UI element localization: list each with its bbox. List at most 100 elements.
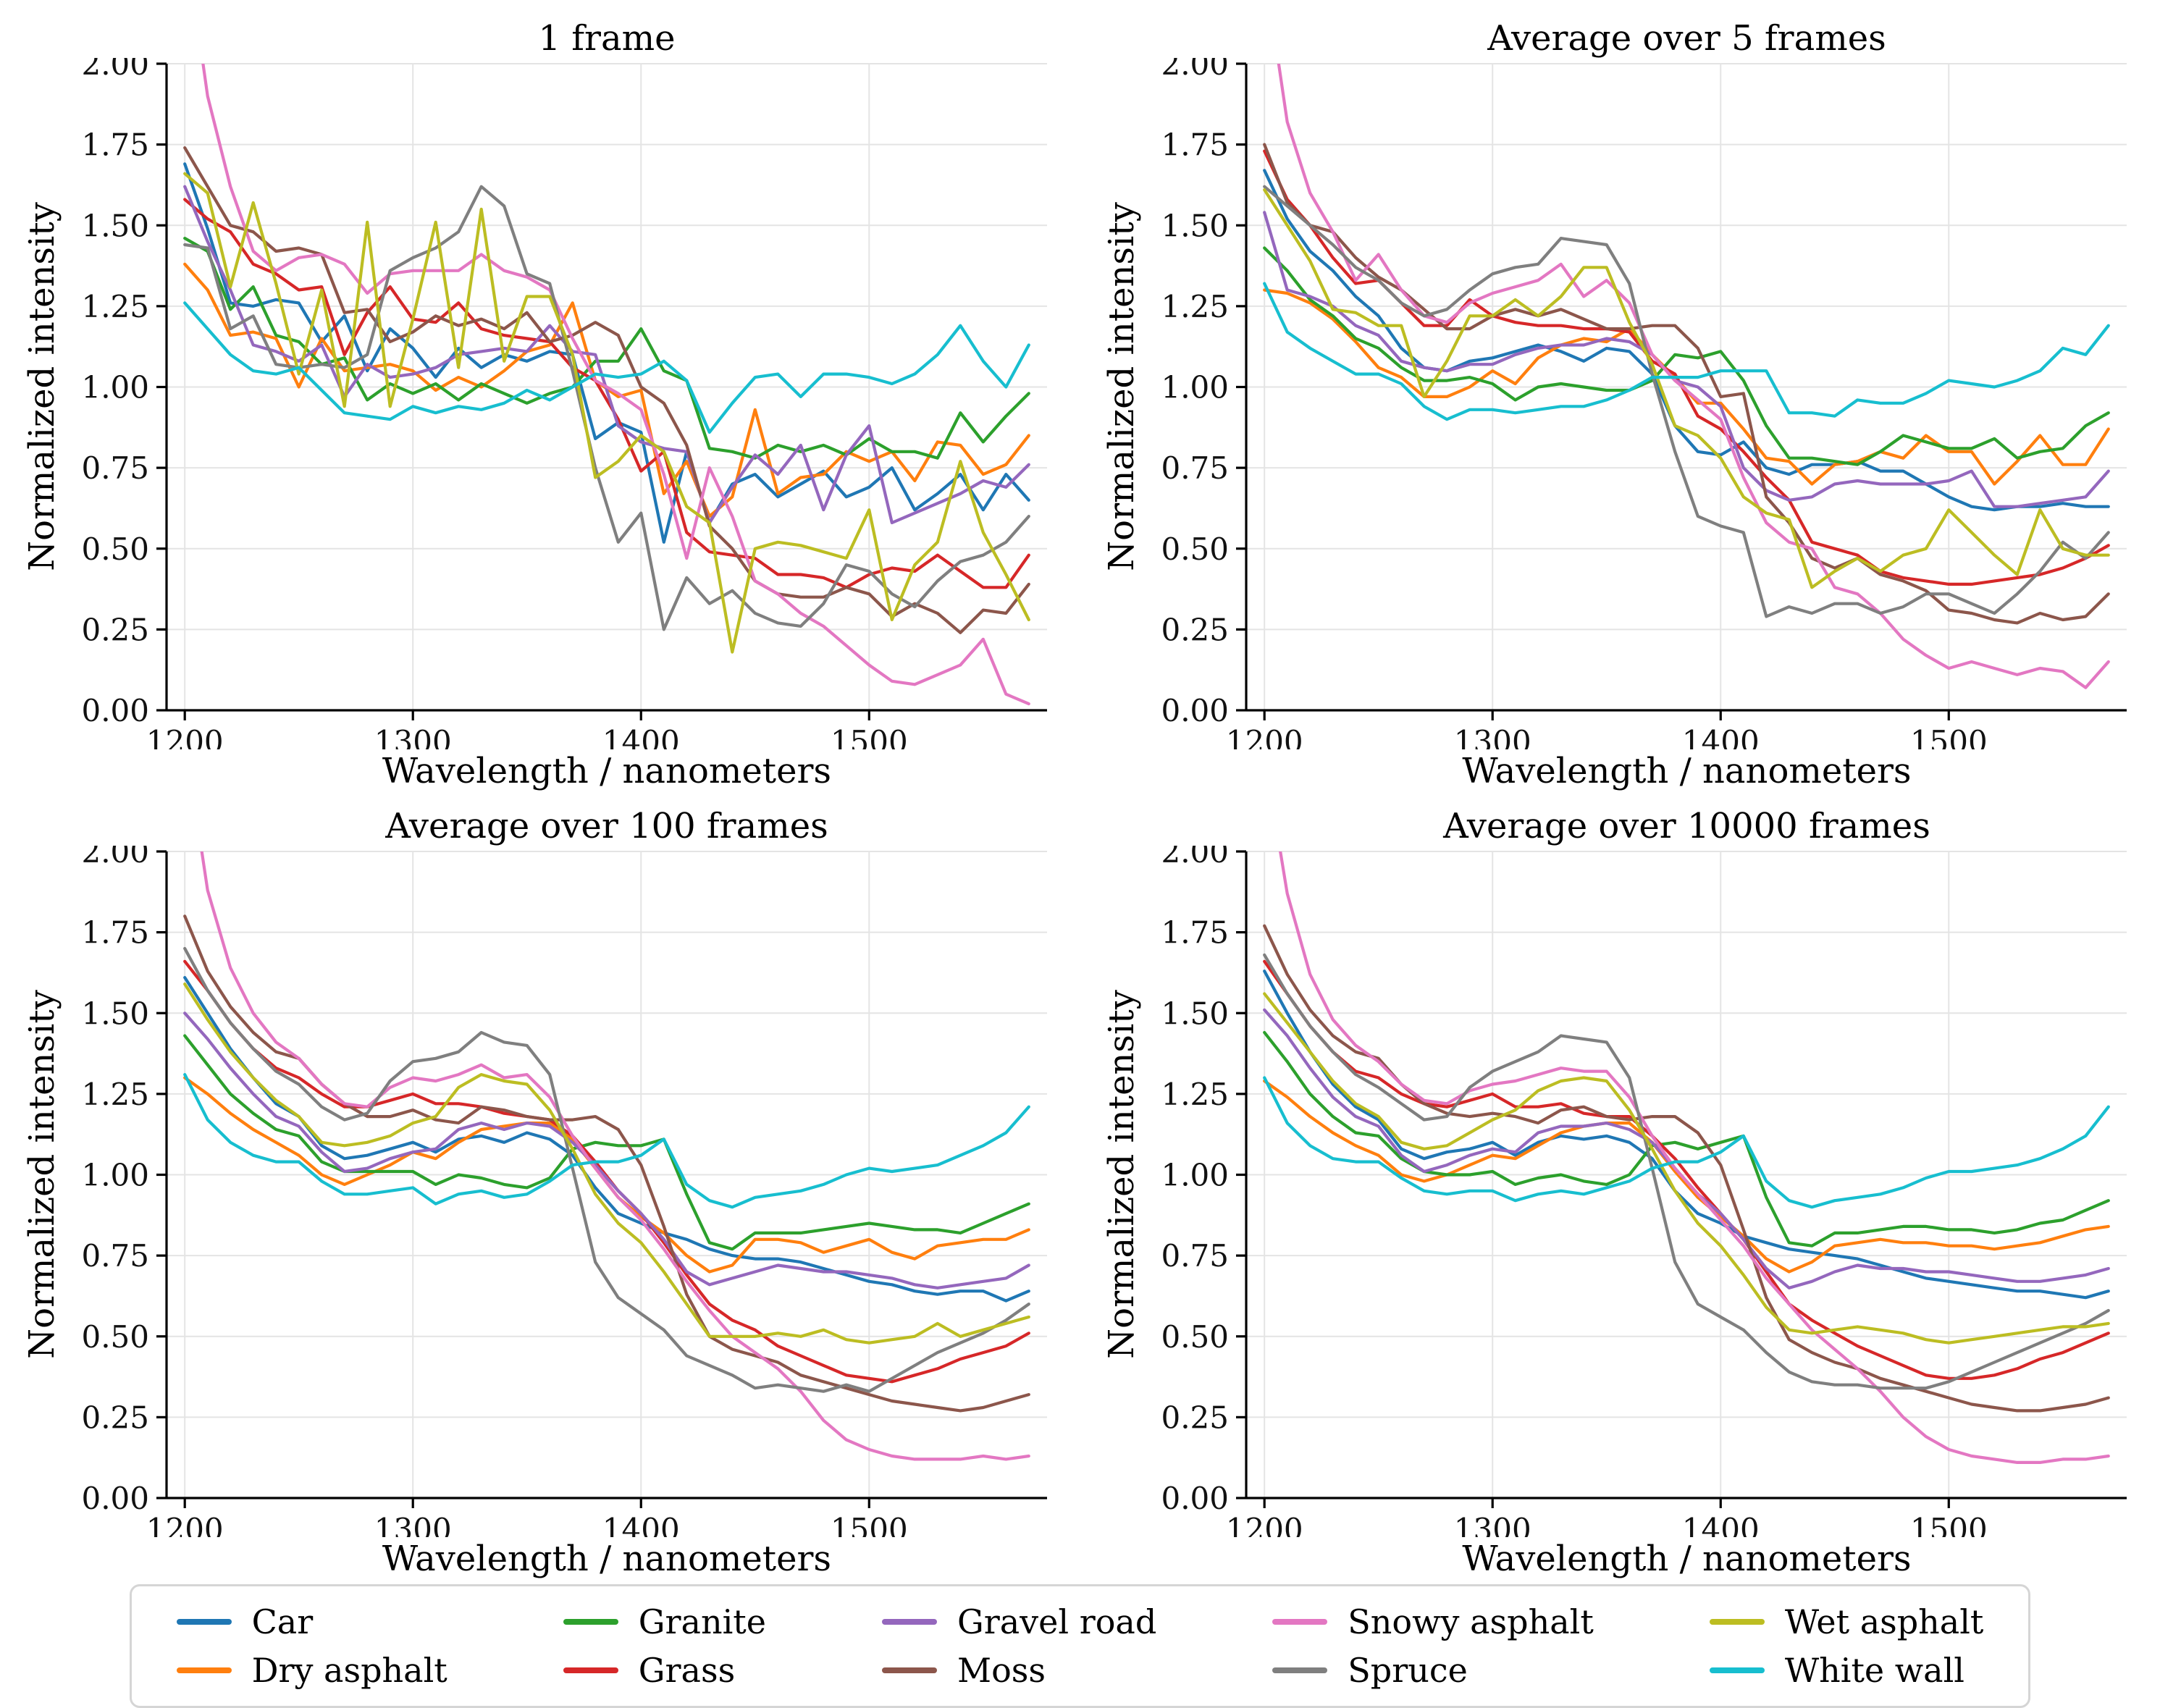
x-axis-label: Wavelength / nanometers: [1462, 751, 1912, 791]
y-tick-label: 0.50: [81, 531, 149, 567]
line-white-wall: [183, 301, 1030, 434]
line-granite: [183, 1034, 1030, 1251]
line-dry-asphalt: [1263, 1079, 2110, 1274]
line-granite: [183, 237, 1030, 460]
y-tick-label: 1.50: [81, 996, 149, 1031]
y-tick-label: 0.75: [1161, 1238, 1229, 1274]
line-spruce: [183, 946, 1030, 1393]
line-car: [1263, 169, 2110, 512]
chart-canvas-1-frame: 0.00 0.25 0.50 0.75 1.00 1.25 1.50 1.75 2.00 1200…: [81, 58, 1047, 749]
tick-labels: 0.00 0.25 0.50 0.75 1.00 1.25 1.50 1.75 2.00 1200…: [81, 58, 907, 749]
legend-line-swatch: [1272, 1619, 1328, 1625]
line-snowy-asphalt: [201, 64, 1030, 706]
y-axis-label: Normalized intensity: [22, 202, 62, 571]
legend-label: Wet asphalt: [1784, 1602, 1984, 1641]
legend-item: Gravel road: [882, 1604, 1156, 1641]
chart-canvas-avg-5-frames: 0.00 0.25 0.50 0.75 1.00 1.25 1.50 1.75 2.00 1200…: [1161, 58, 2127, 749]
x-tick-label: 1500: [1910, 724, 1988, 749]
y-tick-label: 1.75: [1161, 915, 1229, 951]
line-grass: [183, 198, 1030, 589]
axes: [1236, 62, 2127, 720]
line-wet-asphalt: [1263, 992, 2110, 1345]
tick-labels: 0.00 0.25 0.50 0.75 1.00 1.25 1.50 1.75 2.00 1200…: [81, 846, 907, 1537]
y-tick-label: 1.00: [1161, 1158, 1229, 1193]
line-gravel-road: [1263, 211, 2110, 508]
axes: [156, 62, 1047, 720]
legend-label: White wall: [1784, 1650, 1964, 1690]
y-tick-label: 0.00: [81, 693, 149, 728]
x-tick-label: 1500: [831, 724, 908, 749]
legend-item: Wet asphalt: [1709, 1602, 1984, 1641]
y-tick-label: 0.50: [1161, 1319, 1229, 1355]
legend-line-swatch: [1709, 1667, 1765, 1673]
legend-line-swatch: [882, 1667, 938, 1673]
y-tick-label: 0.75: [1161, 450, 1229, 486]
x-tick-label: 1200: [1226, 1512, 1303, 1537]
legend-line-swatch: [1272, 1667, 1328, 1673]
x-tick-label: 1300: [1454, 724, 1531, 749]
legend-line-swatch: [1709, 1619, 1765, 1625]
y-tick-label: 0.75: [81, 1238, 149, 1274]
y-axis-label: Normalized intensity: [1101, 990, 1142, 1359]
legend-label: Spruce: [1348, 1650, 1468, 1690]
legend-label: Car: [251, 1602, 314, 1641]
legend-label: Grass: [638, 1650, 736, 1690]
x-tick-label: 1500: [831, 1512, 908, 1537]
line-wet-asphalt: [1263, 188, 2110, 589]
legend-label: Dry asphalt: [251, 1650, 447, 1690]
tick-labels: 0.00 0.25 0.50 0.75 1.00 1.25 1.50 1.75 2.00 1200…: [1161, 846, 1987, 1537]
x-axis-label: Wavelength / nanometers: [382, 1539, 832, 1579]
y-tick-label: 2.00: [1161, 58, 1229, 82]
y-tick-label: 0.25: [1161, 612, 1229, 647]
x-tick-label: 1200: [146, 1512, 224, 1537]
x-tick-label: 1400: [602, 1512, 680, 1537]
subplot-title: 1 frame: [538, 18, 676, 59]
line-snowy-asphalt: [200, 851, 1030, 1461]
y-tick-label: 1.50: [1161, 996, 1229, 1031]
y-tick-label: 1.75: [81, 915, 149, 951]
subplot-avg-100-frames: Average over 100 frames Normalized inten…: [0, 804, 1080, 1586]
legend-line-swatch: [563, 1619, 618, 1625]
y-tick-label: 1.75: [81, 127, 149, 163]
y-tick-label: 0.50: [81, 1319, 149, 1355]
y-tick-label: 1.75: [1161, 127, 1229, 163]
line-spruce: [1263, 185, 2110, 618]
x-tick-label: 1500: [1910, 1512, 1988, 1537]
axes: [1236, 850, 2127, 1508]
line-white-wall: [1263, 282, 2110, 421]
chart-canvas-avg-10000-frames: 0.00 0.25 0.50 0.75 1.00 1.25 1.50 1.75 2.00 1200…: [1161, 846, 2127, 1537]
legend-item: Moss: [882, 1652, 1156, 1689]
y-tick-label: 1.25: [1161, 289, 1229, 324]
y-tick-label: 0.00: [81, 1481, 149, 1516]
y-tick-label: 0.25: [1161, 1400, 1229, 1435]
tick-labels: 0.00 0.25 0.50 0.75 1.00 1.25 1.50 1.75 2.00 1200…: [1161, 58, 1987, 749]
legend-line-swatch: [882, 1619, 938, 1625]
line-wet-asphalt: [183, 983, 1030, 1345]
x-axis-label: Wavelength / nanometers: [382, 751, 832, 791]
legend-item: White wall: [1709, 1650, 1984, 1690]
y-tick-label: 0.50: [1161, 531, 1229, 567]
legend-label: Gravel road: [957, 1602, 1157, 1641]
line-gravel-road: [183, 1011, 1030, 1290]
line-moss: [183, 146, 1030, 634]
y-tick-label: 1.25: [1161, 1077, 1229, 1112]
y-tick-label: 1.00: [1161, 370, 1229, 405]
subplot-avg-10000-frames: Average over 10000 frames Normalized int…: [1080, 804, 2160, 1586]
legend-item: Granite: [563, 1604, 766, 1641]
y-tick-label: 2.00: [81, 58, 149, 82]
legend-item: Dry asphalt: [176, 1650, 447, 1690]
line-car: [183, 162, 1030, 544]
y-tick-label: 2.00: [1161, 846, 1229, 870]
y-tick-label: 0.75: [81, 450, 149, 486]
legend-item: Grass: [563, 1652, 766, 1689]
legend-item: Spruce: [1272, 1652, 1594, 1689]
axes: [156, 850, 1047, 1508]
line-granite: [1263, 1030, 2110, 1248]
legend: Car Dry asphalt Granite Grass Gravel road Mos…: [129, 1583, 2031, 1708]
legend-item: Car: [176, 1602, 447, 1641]
x-tick-label: 1400: [602, 724, 680, 749]
x-tick-label: 1300: [374, 724, 452, 749]
y-tick-label: 1.25: [81, 289, 149, 324]
line-car: [1263, 969, 2110, 1300]
